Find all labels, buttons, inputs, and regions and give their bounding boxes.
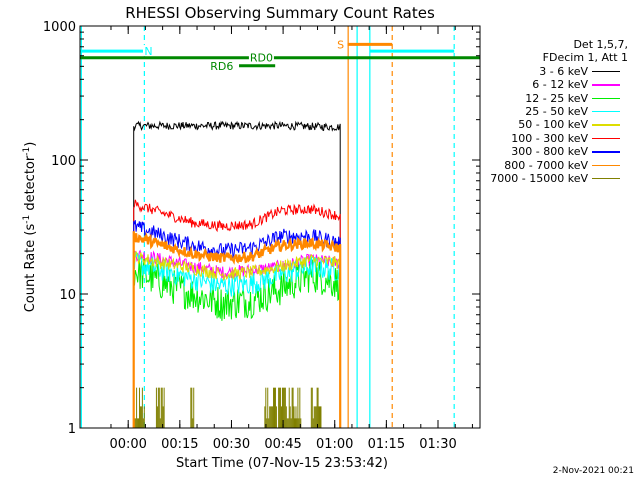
legend-item: 25 - 50 keV <box>478 105 636 118</box>
y-label-main: Count Rate (s <box>23 224 38 313</box>
legend-swatch <box>592 137 620 140</box>
y-tick-label: 100 <box>51 154 76 169</box>
series-line <box>132 231 342 428</box>
y-label-mid: detector <box>23 155 38 215</box>
legend-item: 6 - 12 keV <box>478 78 636 91</box>
y-tick-label: 1000 <box>43 20 76 35</box>
series-line <box>133 220 341 428</box>
legend-swatch <box>592 151 620 153</box>
legend-label: 100 - 300 keV <box>511 131 588 145</box>
legend-swatch <box>592 84 620 86</box>
legend-label: 7000 - 15000 keV <box>490 171 588 185</box>
series-line <box>133 199 341 428</box>
x-tick-label: 01:00 <box>316 437 353 452</box>
y-label-end: ) <box>23 142 38 147</box>
x-axis-label: Start Time (07-Nov-15 23:53:42) <box>176 456 388 471</box>
x-tick-label: 01:15 <box>368 437 405 452</box>
legend-label: 300 - 800 keV <box>511 145 588 159</box>
series-line <box>133 257 341 428</box>
legend-swatch <box>592 124 620 126</box>
legend-swatch <box>592 70 620 73</box>
legend-label: 50 - 100 keV <box>518 118 588 132</box>
y-label-exp1: -1 <box>22 215 32 224</box>
plot-frame <box>79 25 481 429</box>
axes: 1 10 100 1000 00:00 00:15 00:30 00:45 01:00 01:15… <box>43 20 480 452</box>
legend-swatch <box>592 177 620 180</box>
series-line <box>133 250 341 428</box>
legend-swatch <box>592 97 620 99</box>
legend-item: 3 - 6 keV <box>478 65 636 78</box>
x-tick-label: 00:00 <box>109 437 146 452</box>
flag-label: N <box>144 45 152 58</box>
legend-item: 300 - 800 keV <box>478 145 636 158</box>
y-tick-label: 10 <box>59 288 76 303</box>
legend-item: 800 - 7000 keV <box>478 159 636 172</box>
y-tick-label: 1 <box>68 422 76 437</box>
legend-label: 800 - 7000 keV <box>504 158 588 172</box>
flag-label-bg <box>248 51 274 63</box>
legend-item: 12 - 25 keV <box>478 92 636 105</box>
legend-item: 7000 - 15000 keV <box>478 172 636 185</box>
x-tick-label: 01:30 <box>419 437 456 452</box>
flag-label: S <box>337 38 344 51</box>
timestamp: 2-Nov-2021 00:21 <box>552 466 634 476</box>
legend: Det 1,5,7, FDecim 1, Att 1 3 - 6 keV 6 -… <box>478 38 636 185</box>
legend-swatch <box>592 110 620 113</box>
legend-item: 50 - 100 keV <box>478 118 636 131</box>
flag-label: RD6 <box>210 60 233 73</box>
series-line <box>133 252 341 428</box>
x-tick-label: 00:30 <box>213 437 250 452</box>
y-axis-label: Count Rate (s-1 detector-1) <box>22 142 38 313</box>
legend-label: 3 - 6 keV <box>539 64 588 78</box>
legend-item: 100 - 300 keV <box>478 132 636 145</box>
x-tick-label: 00:45 <box>264 437 301 452</box>
legend-swatch <box>592 164 620 166</box>
x-tick-label: 00:15 <box>161 437 198 452</box>
legend-header-2: FDecim 1, Att 1 <box>542 51 628 65</box>
plot-area: N S RD0 RD6 <box>80 26 480 428</box>
flag-label-bg <box>335 38 347 50</box>
y-label-exp2: -1 <box>22 147 32 156</box>
flag-label-bg <box>209 59 235 71</box>
chart-title: RHESSI Observing Summary Count Rates <box>125 4 435 22</box>
legend-header-1: Det 1,5,7, <box>573 38 628 51</box>
legend-label: 25 - 50 keV <box>525 104 588 118</box>
legend-label: 6 - 12 keV <box>532 78 588 92</box>
flag-label: RD0 <box>250 52 273 65</box>
flag-label-bg <box>143 45 155 57</box>
series-line <box>133 120 341 428</box>
legend-label: 12 - 25 keV <box>525 91 588 105</box>
